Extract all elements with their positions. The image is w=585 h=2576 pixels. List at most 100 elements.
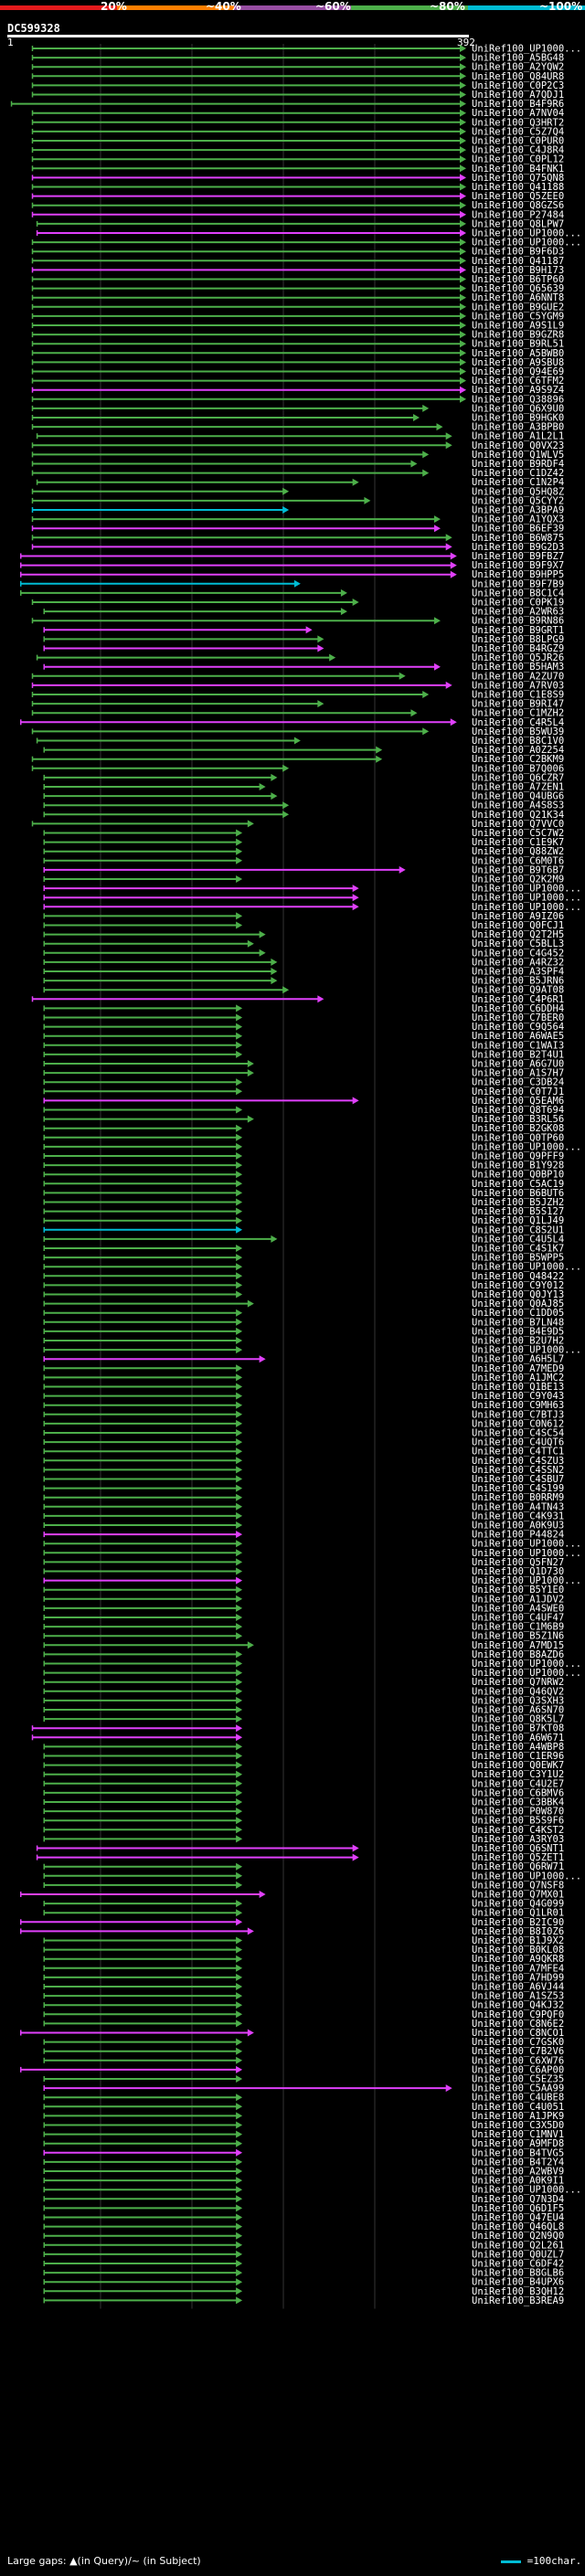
hit-label[interactable]: UniRef100_Q8LPW7 <box>472 218 564 229</box>
hit-label[interactable]: UniRef100_C7BTJ3 <box>472 1409 564 1420</box>
hit-row[interactable]: UniRef100_A4WBP8 <box>43 1742 564 1753</box>
hit-row[interactable]: UniRef100_Q46QV2 <box>43 1686 564 1697</box>
hit-row[interactable]: UniRef100_C3BBK4 <box>43 1797 564 1808</box>
hit-row[interactable]: UniRef100_B0RRM9 <box>43 1492 564 1503</box>
hit-label[interactable]: UniRef100_C4K931 <box>472 1511 564 1521</box>
hit-label[interactable]: UniRef100_C5Z7Q4 <box>472 126 564 137</box>
hit-row[interactable]: UniRef100_Q46QL8 <box>43 2221 564 2232</box>
hit-label[interactable]: UniRef100_B5JZH2 <box>472 1197 564 1208</box>
hit-row[interactable]: UniRef100_A7QDJ1 <box>31 90 565 101</box>
hit-label[interactable]: UniRef100_Q8GZS6 <box>472 200 564 211</box>
hit-row[interactable]: UniRef100_C4P6R1 <box>31 994 565 1005</box>
hit-row[interactable]: UniRef100_B1J9X2 <box>43 1935 564 1946</box>
hit-label[interactable]: UniRef100_A3BPA9 <box>472 505 564 516</box>
hit-row[interactable]: UniRef100_Q0JY13 <box>43 1289 564 1300</box>
hit-label[interactable]: UniRef100_B9RN86 <box>472 616 564 627</box>
hit-label[interactable]: UniRef100_Q4UBG6 <box>472 791 564 802</box>
hit-label[interactable]: UniRef100_A9IZ06 <box>472 911 564 922</box>
hit-label[interactable]: UniRef100_B9RI47 <box>472 699 564 710</box>
hit-label[interactable]: UniRef100_B4TVG5 <box>472 2147 564 2158</box>
hit-label[interactable]: UniRef100_Q6X9U0 <box>472 403 564 414</box>
hit-row[interactable]: UniRef100_UP1000... <box>43 1539 581 1550</box>
hit-row[interactable]: UniRef100_Q2L261 <box>43 2240 564 2251</box>
hit-row[interactable]: UniRef100_C4UBE8 <box>43 2093 564 2104</box>
hit-row[interactable]: UniRef100_B4RGZ9 <box>43 643 564 654</box>
hit-label[interactable]: UniRef100_A6H5L7 <box>472 1354 564 1365</box>
hit-row[interactable]: UniRef100_A2ZU70 <box>31 671 565 682</box>
hit-label[interactable]: UniRef100_UP1000... <box>472 1575 581 1586</box>
hit-label[interactable]: UniRef100_Q4G099 <box>472 1899 564 1910</box>
hit-label[interactable]: UniRef100_C6TFM2 <box>472 376 564 387</box>
hit-row[interactable]: UniRef100_C4U051 <box>43 2102 564 2113</box>
hit-row[interactable]: UniRef100_B9H173 <box>31 265 565 276</box>
hit-row[interactable]: UniRef100_C5Z7Q4 <box>31 126 565 137</box>
hit-row[interactable]: UniRef100_C6XW76 <box>43 2055 564 2066</box>
hit-label[interactable]: UniRef100_B9GUE2 <box>472 302 564 313</box>
hit-label[interactable]: UniRef100_Q7VVC0 <box>472 819 564 830</box>
hit-row[interactable]: UniRef100_A2WBV9 <box>43 2167 564 2178</box>
hit-row[interactable]: UniRef100_Q5EAM6 <box>43 1096 564 1107</box>
hit-row[interactable]: UniRef100_A0K9I1 <box>43 2176 564 2187</box>
hit-label[interactable]: UniRef100_A1JMC2 <box>472 1373 564 1383</box>
hit-row[interactable]: UniRef100_A7RV03 <box>31 680 565 691</box>
hit-label[interactable]: UniRef100_Q1LJ49 <box>472 1215 564 1226</box>
hit-label[interactable]: UniRef100_A7NV04 <box>472 108 564 119</box>
hit-row[interactable]: UniRef100_C9PQF0 <box>43 2009 564 2020</box>
hit-label[interactable]: UniRef100_UP1000... <box>472 1871 581 1882</box>
hit-row[interactable]: UniRef100_C6M0T6 <box>43 855 564 866</box>
hit-row[interactable]: UniRef100_B9HPP5 <box>20 569 564 580</box>
hit-label[interactable]: UniRef100_Q48422 <box>472 1271 564 1282</box>
hit-row[interactable]: UniRef100_B9RDF4 <box>31 459 565 470</box>
hit-label[interactable]: UniRef100_Q6SNT1 <box>472 1843 564 1854</box>
hit-label[interactable]: UniRef100_C9PQF0 <box>472 2009 564 2020</box>
hit-label[interactable]: UniRef100_B9H173 <box>472 265 564 276</box>
hit-label[interactable]: UniRef100_C1MNV1 <box>472 2129 564 2140</box>
hit-row[interactable]: UniRef100_A7MD15 <box>43 1640 564 1651</box>
hit-row[interactable]: UniRef100_A1SZ53 <box>43 1991 564 2002</box>
hit-row[interactable]: UniRef100_A7MED9 <box>43 1363 564 1374</box>
hit-label[interactable]: UniRef100_B4E9D5 <box>472 1326 564 1337</box>
hit-label[interactable]: UniRef100_B8GLB6 <box>472 2268 564 2279</box>
hit-label[interactable]: UniRef100_C4S1K7 <box>472 1244 564 1255</box>
hit-row[interactable]: UniRef100_C4U2E7 <box>43 1778 564 1789</box>
hit-row[interactable]: UniRef100_C1DZ42 <box>31 468 565 479</box>
hit-row[interactable]: UniRef100_B1Y928 <box>43 1161 564 1171</box>
hit-row[interactable]: UniRef100_C1E8S9 <box>31 690 565 701</box>
hit-label[interactable]: UniRef100_A1YQX3 <box>472 514 564 525</box>
hit-row[interactable]: UniRef100_UP1000... <box>31 44 582 55</box>
hit-row[interactable]: UniRef100_Q4G099 <box>43 1899 564 1910</box>
hit-row[interactable]: UniRef100_UP1000... <box>43 1141 581 1152</box>
hit-row[interactable]: UniRef100_C7B2V6 <box>43 2046 564 2057</box>
hit-label[interactable]: UniRef100_A2WR63 <box>472 607 564 618</box>
hit-row[interactable]: UniRef100_B5S127 <box>43 1206 564 1217</box>
hit-row[interactable]: UniRef100_UP1000... <box>43 2185 581 2196</box>
hit-label[interactable]: UniRef100_B2GK08 <box>472 1123 564 1134</box>
hit-label[interactable]: UniRef100_Q7MX01 <box>472 1890 564 1901</box>
hit-row[interactable]: UniRef100_B4TVG5 <box>43 2147 564 2158</box>
hit-row[interactable]: UniRef100_A6W671 <box>31 1733 565 1744</box>
hit-row[interactable]: UniRef100_B3QH12 <box>43 2286 564 2297</box>
hit-label[interactable]: UniRef100_Q5EAM6 <box>472 1096 564 1107</box>
hit-label[interactable]: UniRef100_C5YGM9 <box>472 311 564 322</box>
hit-row[interactable]: UniRef100_UP1000... <box>43 1575 581 1586</box>
hit-row[interactable]: UniRef100_Q4KJ32 <box>43 2000 564 2011</box>
hit-row[interactable]: UniRef100_B6BUT6 <box>43 1188 564 1199</box>
hit-label[interactable]: UniRef100_C5C7W2 <box>472 828 564 839</box>
hit-label[interactable]: UniRef100_B8I0Z6 <box>472 1926 564 1937</box>
hit-label[interactable]: UniRef100_C5BLL3 <box>472 938 564 949</box>
hit-row[interactable]: UniRef100_P0W870 <box>43 1807 564 1818</box>
hit-row[interactable]: UniRef100_C6DDH4 <box>43 1003 564 1014</box>
hit-label[interactable]: UniRef100_A1SZ53 <box>472 1991 564 2002</box>
hit-label[interactable]: UniRef100_UP1000... <box>472 893 581 904</box>
hit-label[interactable]: UniRef100_B5S9F6 <box>472 1816 564 1827</box>
hit-label[interactable]: UniRef100_B7LN48 <box>472 1317 564 1328</box>
hit-row[interactable]: UniRef100_C1N2P4 <box>36 477 565 488</box>
hit-label[interactable]: UniRef100_C4R5L4 <box>472 717 564 728</box>
hit-label[interactable]: UniRef100_B7KT08 <box>472 1723 564 1734</box>
hit-row[interactable]: UniRef100_C6BMV6 <box>43 1787 564 1798</box>
hit-row[interactable]: UniRef100_Q4UBG6 <box>43 791 564 802</box>
hit-label[interactable]: UniRef100_B1Y928 <box>472 1161 564 1171</box>
hit-label[interactable]: UniRef100_Q2K2M9 <box>472 875 564 885</box>
hit-row[interactable]: UniRef100_UP1000... <box>31 238 582 249</box>
hit-row[interactable]: UniRef100_C0PL12 <box>31 154 565 165</box>
